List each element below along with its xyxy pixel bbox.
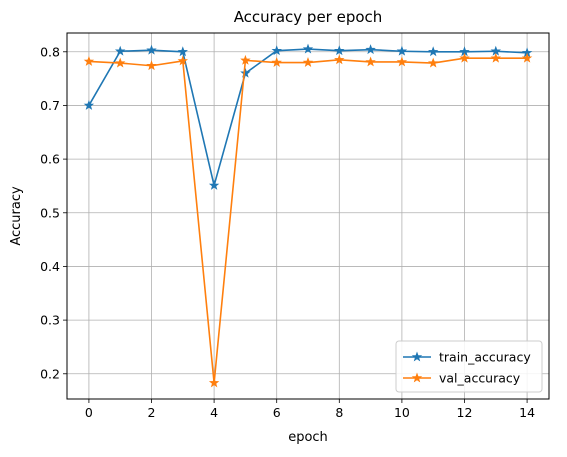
- series-0-point: [271, 45, 282, 56]
- series-1-point: [177, 55, 189, 66]
- legend-box: [395, 340, 543, 393]
- y-axis-label: Accuracy: [9, 186, 24, 246]
- series-0-point: [114, 45, 126, 56]
- series-line-1: [88, 57, 528, 384]
- grid-layer: [67, 33, 549, 399]
- series-1-point: [146, 60, 157, 71]
- x-tick-label: 8: [335, 405, 343, 420]
- series-0-point: [365, 44, 376, 55]
- x-tick-label: 12: [457, 405, 473, 420]
- series-0-point: [427, 46, 439, 57]
- series-1-point: [396, 56, 408, 67]
- series-0-point: [208, 179, 220, 190]
- series-0-point: [177, 46, 189, 57]
- series-0-point: [83, 99, 95, 110]
- y-tick-label: 0.3: [40, 313, 60, 328]
- x-tick-label: 14: [519, 405, 535, 420]
- legend: train_accuracy val_accuracy: [395, 340, 543, 393]
- legend-marker-0: [411, 351, 423, 362]
- series-line-0: [88, 48, 528, 187]
- series-0-point: [146, 44, 157, 55]
- y-tick-label: 0.4: [40, 259, 60, 274]
- series-layer: [83, 43, 533, 388]
- y-tick-label: 0.5: [40, 205, 60, 220]
- series-1-point: [240, 54, 251, 65]
- x-tick-label: 6: [273, 405, 281, 420]
- legend-marker-1: [411, 372, 423, 383]
- series-0-point: [334, 45, 345, 56]
- y-tick-label: 0.7: [40, 98, 60, 113]
- series-0-point: [240, 67, 251, 78]
- series-1-point: [83, 55, 95, 66]
- series-0-point: [396, 45, 408, 56]
- plot-frame: [66, 32, 550, 400]
- x-axis-label: epoch: [288, 430, 328, 445]
- y-tick-label: 0.6: [40, 152, 60, 167]
- series-1-point: [427, 57, 439, 68]
- series-1-point: [365, 56, 376, 67]
- legend-label-1: val_accuracy: [439, 371, 521, 386]
- series-1-point: [334, 54, 345, 65]
- y-tick-label: 0.8: [40, 44, 60, 59]
- series-1-point: [271, 57, 282, 67]
- series-1-point: [114, 57, 126, 68]
- series-0-point: [302, 43, 314, 54]
- x-tick-label: 0: [85, 405, 93, 420]
- x-tick-label: 4: [210, 405, 218, 420]
- series-1-point: [521, 52, 533, 63]
- x-tick-label: 10: [394, 405, 410, 420]
- series-1-point: [302, 57, 314, 67]
- y-tick-label: 0.2: [40, 366, 60, 381]
- x-tick-label: 2: [148, 405, 156, 420]
- series-1-point: [490, 52, 502, 63]
- legend-items: train_accuracy val_accuracy: [403, 350, 531, 386]
- chart-title: Accuracy per epoch: [234, 8, 383, 26]
- tick-layer: 0 2 4 6 8 10 12 14 0.2 0.3 0.4 0.5 0.6 0.7 0.8: [40, 44, 535, 420]
- series-1-point: [208, 377, 220, 388]
- legend-label-0: train_accuracy: [439, 350, 531, 365]
- series-1-point: [459, 52, 470, 63]
